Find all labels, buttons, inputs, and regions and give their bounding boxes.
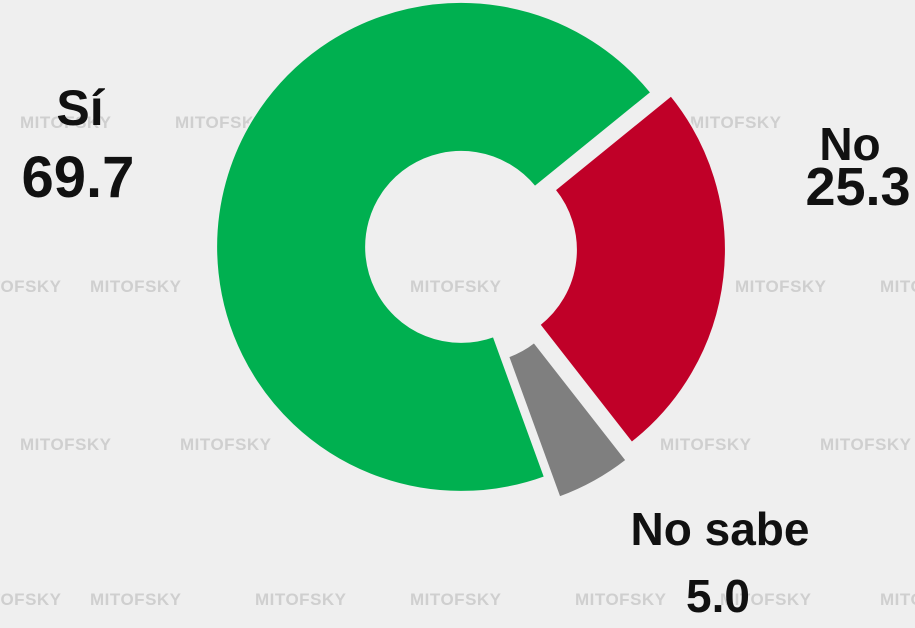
watermark: MITOFSKY <box>720 590 812 609</box>
watermark: MITOFSKY <box>690 113 782 132</box>
donut-slice <box>506 340 628 499</box>
watermark: MITOFSKY <box>575 590 667 609</box>
watermark: MITOFSKY <box>0 277 62 296</box>
watermark: MITOFSKY <box>880 277 915 296</box>
watermark: MITOFSKY <box>735 277 827 296</box>
donut-slice <box>215 0 653 493</box>
donut-slice <box>537 93 727 445</box>
watermark: MITOFSKY <box>660 435 752 454</box>
watermark: MITOFSKY <box>90 277 182 296</box>
category-label: No <box>819 118 880 170</box>
watermark: MITOFSKY <box>410 277 502 296</box>
watermark: MITOFSKY <box>20 435 112 454</box>
watermark: MITOFSKY <box>175 113 267 132</box>
value-label: 69.7 <box>22 145 135 210</box>
value-label: 25.3 <box>805 157 910 217</box>
watermarks: MITOFSKY MITOFSKY MITOFSKY MITOFSKY MITOFSKY… <box>0 113 915 609</box>
watermark: MITOFSKY <box>880 590 915 609</box>
category-label: Sí <box>56 80 105 136</box>
donut <box>215 0 727 499</box>
value-label: 5.0 <box>686 570 750 622</box>
watermark: MITOFSKY <box>0 590 62 609</box>
watermark: MITOFSKY <box>90 590 182 609</box>
watermark: MITOFSKY <box>820 435 912 454</box>
watermark: MITOFSKY <box>20 113 112 132</box>
category-label: No sabe <box>631 503 810 555</box>
watermark: MITOFSKY <box>180 435 272 454</box>
watermark: MITOFSKY <box>410 590 502 609</box>
watermark: MITOFSKY <box>255 590 347 609</box>
